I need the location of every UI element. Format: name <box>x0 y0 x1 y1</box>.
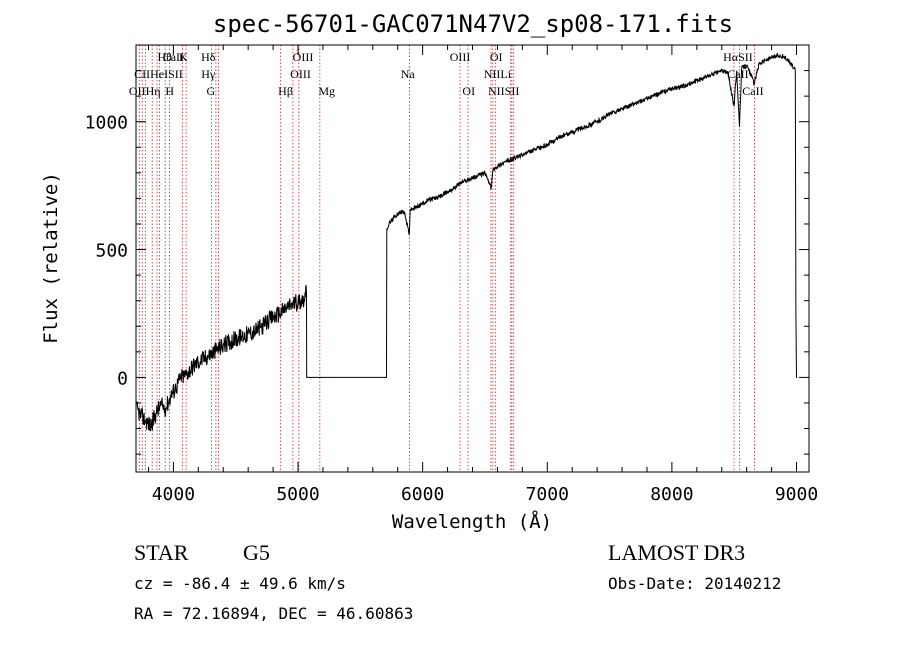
x-tick-label-9000: 9000 <box>775 484 818 505</box>
coordinates: RA = 72.16894, DEC = 46.60863 <box>134 604 414 623</box>
line-label-0-1: K <box>179 50 188 64</box>
x-tick-label-4000: 4000 <box>152 484 195 505</box>
line-label-1-4: NIILi <box>484 67 512 81</box>
x-axis-label: Wavelength (Å) <box>392 510 552 533</box>
line-label-1-1: Hγ <box>201 67 216 81</box>
line-label-2-6: NIISII <box>488 84 519 98</box>
x-tick-label-6000: 6000 <box>401 484 444 505</box>
subclass-label: G5 <box>243 540 270 565</box>
line-label-2-7: CaII <box>742 84 763 98</box>
y-axis-label: Flux (relative) <box>40 172 62 344</box>
y-axis: 0 500 1000 <box>85 44 809 455</box>
emission-line-labels: Hθ K Hδ OIII OIII OI HαSII CaII CIIHeISII Hγ OIII N… <box>129 50 764 98</box>
survey-label: LAMOST DR3 <box>608 540 746 565</box>
line-label-2-0: OIIHη <box>129 84 161 98</box>
line-label-2-4: Mg <box>318 84 335 98</box>
class-label: STAR <box>134 540 189 565</box>
line-label-1-5: CaII <box>727 67 748 81</box>
line-label-0-2: Hδ <box>201 50 216 64</box>
cz-readout: cz = -86.4 ± 49.6 km/s <box>134 574 346 593</box>
x-axis: 4000 5000 6000 7000 8000 9000 <box>147 45 818 505</box>
line-label-0-4: OIII <box>450 50 471 64</box>
line-label-0-6: HαSII <box>723 50 753 64</box>
obs-date: Obs-Date: 20140212 <box>608 574 782 593</box>
line-label-1-3: Na <box>401 67 416 81</box>
y-tick-label-0: 0 <box>117 368 128 389</box>
x-tick-label-7000: 7000 <box>526 484 569 505</box>
line-label-0-0: Hθ <box>157 50 172 64</box>
line-label-1-2: OIII <box>290 67 311 81</box>
line-label-2-3: Hβ <box>278 84 293 98</box>
line-label-0-5: OI <box>490 50 503 64</box>
emission-line-markers <box>138 45 755 472</box>
series-line-flux <box>135 52 798 432</box>
line-label-2-1: H <box>165 84 174 98</box>
line-label-0-3: OIII <box>293 50 314 64</box>
line-label-2-5: OI <box>462 84 475 98</box>
y-tick-label-500: 500 <box>95 241 128 262</box>
series-layer <box>135 52 798 432</box>
line-label-1-0: CIIHeISII <box>134 67 183 81</box>
plot-frame <box>135 44 810 473</box>
line-label-0-7: CaII <box>163 50 184 64</box>
y-tick-label-1000: 1000 <box>85 113 128 134</box>
chart-title: spec-56701-GAC071N47V2_sp08-171.fits <box>213 10 733 38</box>
x-tick-label-8000: 8000 <box>650 484 693 505</box>
line-label-2-2: G <box>206 84 215 98</box>
x-tick-label-5000: 5000 <box>276 484 319 505</box>
